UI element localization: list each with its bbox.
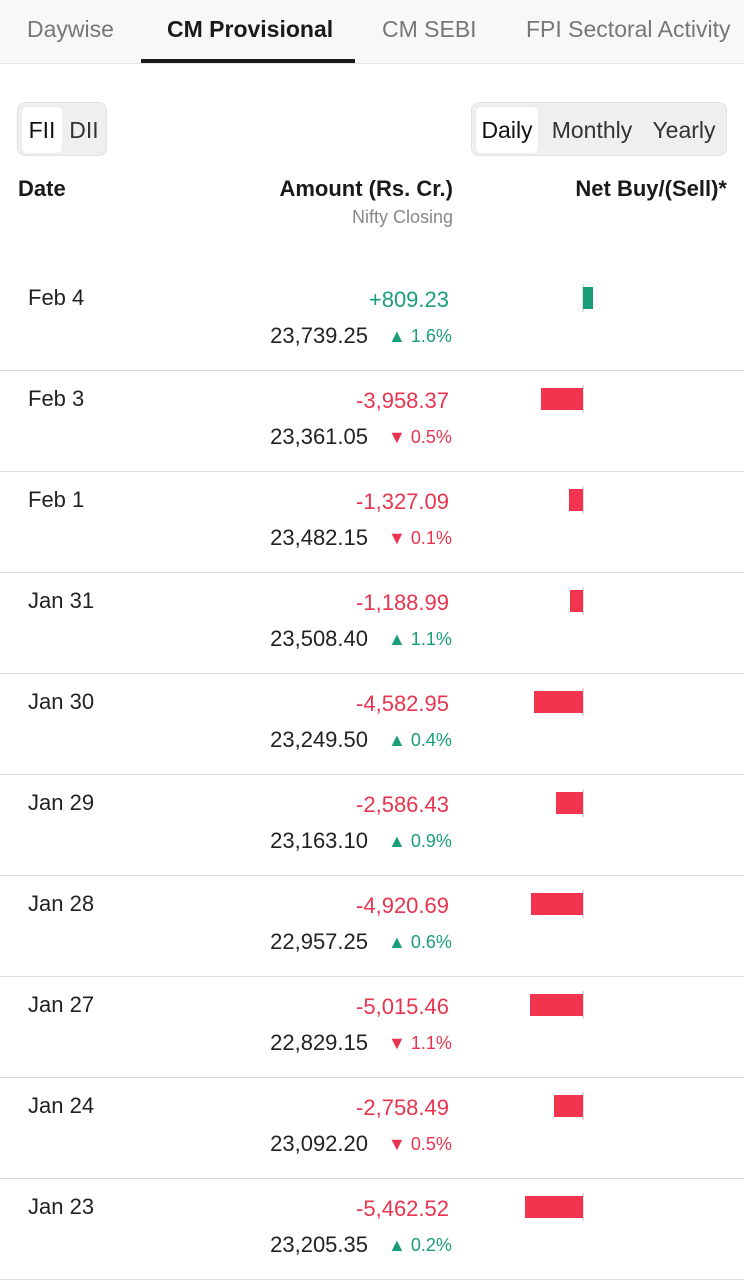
row-amount: -2,586.43 [356, 792, 449, 817]
row-nifty-closing: 22,829.15 [270, 1030, 368, 1055]
row-date: Jan 31 [28, 588, 95, 613]
bar-axis [582, 688, 584, 716]
toggle-dii[interactable]: DII [69, 117, 99, 143]
row-amount: -5,015.46 [356, 994, 449, 1019]
table-row[interactable]: Jan 31 -1,188.99 23,508.40 ▲ 1.1% [0, 573, 744, 674]
period-toggle: Daily Monthly Yearly [471, 102, 727, 156]
toggle-fii[interactable]: FII [22, 107, 62, 153]
tab-cm-sebi[interactable]: CM SEBI [382, 16, 477, 42]
table-row[interactable]: Jan 24 -2,758.49 23,092.20 ▼ 0.5% [0, 1078, 744, 1179]
active-tab-indicator [141, 59, 355, 63]
row-nifty-closing: 23,092.20 [270, 1131, 368, 1156]
row-nifty-change: ▲ 0.2% [388, 1235, 452, 1255]
table-row[interactable]: Jan 28 -4,920.69 22,957.25 ▲ 0.6% [0, 876, 744, 977]
row-date: Jan 29 [28, 790, 95, 815]
net-buy-sell-bar [530, 994, 583, 1016]
row-nifty-change: ▲ 0.6% [388, 932, 452, 952]
bar-axis [582, 1193, 584, 1221]
table-row[interactable]: Jan 27 -5,015.46 22,829.15 ▼ 1.1% [0, 977, 744, 1078]
bar-axis [582, 789, 584, 817]
table-row[interactable]: Feb 1 -1,327.09 23,482.15 ▼ 0.1% [0, 472, 744, 573]
net-buy-sell-bar [541, 388, 583, 410]
row-nifty-closing: 23,249.50 [270, 727, 368, 752]
row-date: Feb 4 [28, 285, 85, 310]
row-nifty-change: ▼ 0.1% [388, 528, 452, 548]
row-nifty-closing: 22,957.25 [270, 929, 368, 954]
row-date: Feb 3 [28, 386, 85, 411]
row-nifty-change: ▼ 1.1% [388, 1033, 452, 1053]
net-buy-sell-bar [525, 1196, 583, 1218]
row-amount: -4,582.95 [356, 691, 449, 716]
row-nifty-closing: 23,482.15 [270, 525, 368, 550]
row-date: Feb 1 [28, 487, 85, 512]
row-amount: -2,758.49 [356, 1095, 449, 1120]
row-amount: -5,462.52 [356, 1196, 449, 1221]
table-row[interactable]: Feb 3 -3,958.37 23,361.05 ▼ 0.5% [0, 371, 744, 472]
table-row[interactable]: Jan 29 -2,586.43 23,163.10 ▲ 0.9% [0, 775, 744, 876]
toggle-monthly[interactable]: Monthly [551, 117, 633, 143]
row-nifty-change: ▼ 0.5% [388, 1134, 452, 1154]
table-row[interactable]: Feb 4 +809.23 23,739.25 ▲ 1.6% [0, 270, 744, 371]
row-amount: -3,958.37 [356, 388, 449, 413]
bar-axis [582, 385, 584, 413]
row-amount: -1,327.09 [356, 489, 449, 514]
column-header-net-buy-sell: Net Buy/(Sell)* [575, 176, 727, 201]
row-nifty-change: ▲ 0.9% [388, 831, 452, 851]
column-header-date: Date [18, 176, 66, 201]
table-row[interactable]: Jan 23 -5,462.52 23,205.35 ▲ 0.2% [0, 1179, 744, 1280]
row-nifty-closing: 23,205.35 [270, 1232, 368, 1257]
row-nifty-closing: 23,361.05 [270, 424, 368, 449]
row-nifty-closing: 23,508.40 [270, 626, 368, 651]
bar-axis [582, 1092, 584, 1120]
net-buy-sell-bar [570, 590, 583, 612]
row-amount: -4,920.69 [356, 893, 449, 918]
net-buy-sell-bar [534, 691, 583, 713]
row-nifty-change: ▲ 1.1% [388, 629, 452, 649]
tab-cm-provisional[interactable]: CM Provisional [167, 16, 334, 42]
row-amount: -1,188.99 [356, 590, 449, 615]
row-nifty-change: ▼ 0.5% [388, 427, 452, 447]
table-row[interactable]: Jan 30 -4,582.95 23,249.50 ▲ 0.4% [0, 674, 744, 775]
investor-toggle: FII DII [17, 102, 107, 156]
bar-axis [582, 486, 584, 514]
tab-fpi-sectoral-activity[interactable]: FPI Sectoral Activity [526, 16, 731, 42]
net-buy-sell-bar [554, 1095, 583, 1117]
top-tab-bar: Daywise CM Provisional CM SEBI FPI Secto… [0, 0, 744, 64]
row-date: Jan 30 [28, 689, 95, 714]
row-amount: +809.23 [368, 287, 449, 312]
row-date: Jan 23 [28, 1194, 95, 1219]
toggle-daily[interactable]: Daily [476, 107, 538, 153]
column-subheader-nifty-closing: Nifty Closing [351, 207, 453, 227]
row-nifty-closing: 23,739.25 [270, 323, 368, 348]
net-buy-sell-bar [569, 489, 583, 511]
tab-daywise[interactable]: Daywise [27, 16, 114, 42]
column-header-amount: Amount (Rs. Cr.) [279, 176, 453, 201]
net-buy-sell-bar [556, 792, 583, 814]
row-nifty-closing: 23,163.10 [270, 828, 368, 853]
row-nifty-change: ▲ 1.6% [388, 326, 452, 346]
toggle-yearly[interactable]: Yearly [652, 117, 716, 143]
row-date: Jan 27 [28, 992, 95, 1017]
bar-axis [582, 991, 584, 1019]
net-buy-sell-bar [583, 287, 593, 309]
row-nifty-change: ▲ 0.4% [388, 730, 452, 750]
bar-axis [582, 890, 584, 918]
row-date: Jan 24 [28, 1093, 95, 1118]
net-buy-sell-bar [531, 893, 583, 915]
row-date: Jan 28 [28, 891, 95, 916]
bar-axis [582, 587, 584, 615]
